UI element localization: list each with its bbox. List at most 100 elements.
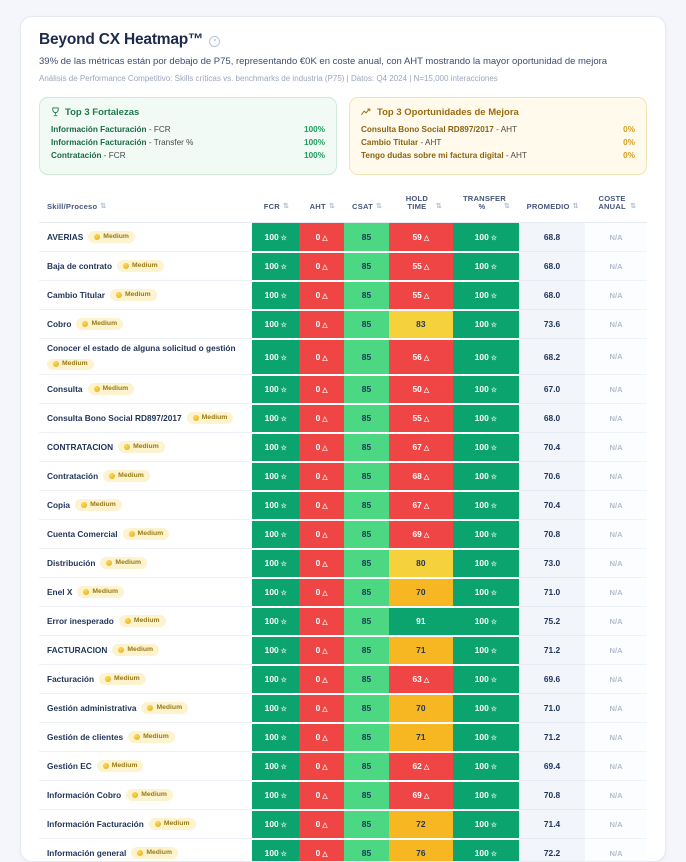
hold-time-cell[interactable]: 70 (388, 693, 453, 724)
csat-cell[interactable]: 85 (344, 722, 389, 753)
hold-time-cell[interactable]: 55 △ (388, 403, 453, 434)
hold-time-cell[interactable]: 71 (388, 635, 453, 666)
aht-cell[interactable]: 0 △ (299, 251, 345, 282)
sort-icon[interactable]: ⇅ (100, 203, 106, 211)
hold-time-cell[interactable]: 69 △ (388, 519, 453, 550)
fcr-cell[interactable]: 100 ☆ (252, 222, 300, 253)
fcr-cell[interactable]: 100 ☆ (252, 809, 300, 840)
csat-cell[interactable]: 85 (344, 490, 389, 521)
transfer-cell[interactable]: 100 ☆ (452, 780, 519, 811)
aht-cell[interactable]: 0 △ (299, 606, 345, 637)
fcr-cell[interactable]: 100 ☆ (252, 664, 300, 695)
skill-cell[interactable]: Error inesperado Medium (39, 606, 253, 637)
aht-cell[interactable]: 0 △ (299, 809, 345, 840)
skill-cell[interactable]: Gestión EC Medium (39, 751, 253, 782)
table-row[interactable]: Baja de contrato Medium 100 ☆ 0 △ 85 55 △ 100 ☆ 68.… (39, 251, 647, 282)
skill-cell[interactable]: Distribución Medium (39, 548, 253, 579)
hold-time-cell[interactable]: 91 (388, 606, 453, 637)
transfer-cell[interactable]: 100 ☆ (452, 461, 519, 492)
hold-time-cell[interactable]: 56 △ (388, 338, 453, 376)
fcr-cell[interactable]: 100 ☆ (252, 374, 300, 405)
csat-cell[interactable]: 85 (344, 751, 389, 782)
sort-icon[interactable]: ⇅ (435, 203, 442, 211)
table-row[interactable]: Cambio Titular Medium 100 ☆ 0 △ 85 55 △ 100 ☆ 68.0 N… (39, 280, 647, 311)
table-row[interactable]: Copia Medium 100 ☆ 0 △ 85 67 △ 100 ☆ 70.4 N/A (39, 490, 647, 521)
column-header-skill[interactable]: Skill/Proceso ⇅ (39, 188, 253, 224)
fcr-cell[interactable]: 100 ☆ (252, 751, 300, 782)
csat-cell[interactable]: 85 (344, 251, 389, 282)
aht-cell[interactable]: 0 △ (299, 374, 345, 405)
transfer-cell[interactable]: 100 ☆ (452, 809, 519, 840)
skill-cell[interactable]: Consulta Medium (39, 374, 253, 405)
fcr-cell[interactable]: 100 ☆ (252, 838, 300, 861)
column-header-transfer[interactable]: TRANSFER % ⇅ (452, 188, 519, 224)
csat-cell[interactable]: 85 (344, 838, 389, 861)
csat-cell[interactable]: 85 (344, 664, 389, 695)
hold-time-cell[interactable]: 50 △ (388, 374, 453, 405)
aht-cell[interactable]: 0 △ (299, 635, 345, 666)
hold-time-cell[interactable]: 63 △ (388, 664, 453, 695)
csat-cell[interactable]: 85 (344, 222, 389, 253)
skill-cell[interactable]: Copia Medium (39, 490, 253, 521)
skill-cell[interactable]: Información general Medium (39, 838, 253, 861)
table-row[interactable]: Error inesperado Medium 100 ☆ 0 △ 85 91 100 ☆ 75.2… (39, 606, 647, 637)
transfer-cell[interactable]: 100 ☆ (452, 664, 519, 695)
fcr-cell[interactable]: 100 ☆ (252, 338, 300, 376)
hold-time-cell[interactable]: 71 (388, 722, 453, 753)
fcr-cell[interactable]: 100 ☆ (252, 309, 300, 340)
transfer-cell[interactable]: 100 ☆ (452, 490, 519, 521)
fcr-cell[interactable]: 100 ☆ (252, 403, 300, 434)
aht-cell[interactable]: 0 △ (299, 751, 345, 782)
aht-cell[interactable]: 0 △ (299, 838, 345, 861)
fcr-cell[interactable]: 100 ☆ (252, 461, 300, 492)
transfer-cell[interactable]: 100 ☆ (452, 635, 519, 666)
transfer-cell[interactable]: 100 ☆ (452, 838, 519, 861)
hold-time-cell[interactable]: 67 △ (388, 490, 453, 521)
fcr-cell[interactable]: 100 ☆ (252, 722, 300, 753)
fcr-cell[interactable]: 100 ☆ (252, 519, 300, 550)
hold-time-cell[interactable]: 59 △ (388, 222, 453, 253)
aht-cell[interactable]: 0 △ (299, 432, 345, 463)
fcr-cell[interactable]: 100 ☆ (252, 490, 300, 521)
skill-cell[interactable]: FACTURACION Medium (39, 635, 253, 666)
csat-cell[interactable]: 85 (344, 461, 389, 492)
aht-cell[interactable]: 0 △ (299, 490, 345, 521)
hold-time-cell[interactable]: 67 △ (388, 432, 453, 463)
skill-cell[interactable]: Consulta Bono Social RD897/2017 Medium (39, 403, 253, 434)
aht-cell[interactable]: 0 △ (299, 519, 345, 550)
column-header-coste-anual[interactable]: COSTE ANUAL ⇅ (585, 188, 647, 224)
skill-cell[interactable]: Cambio Titular Medium (39, 280, 253, 311)
sort-icon[interactable]: ⇅ (503, 203, 510, 211)
transfer-cell[interactable]: 100 ☆ (452, 309, 519, 340)
aht-cell[interactable]: 0 △ (299, 222, 345, 253)
csat-cell[interactable]: 85 (344, 519, 389, 550)
aht-cell[interactable]: 0 △ (299, 403, 345, 434)
aht-cell[interactable]: 0 △ (299, 693, 345, 724)
column-header-csat[interactable]: CSAT ⇅ (344, 188, 389, 224)
column-header-fcr[interactable]: FCR ⇅ (252, 188, 300, 224)
aht-cell[interactable]: 0 △ (299, 722, 345, 753)
skill-cell[interactable]: CONTRATACION Medium (39, 432, 253, 463)
csat-cell[interactable]: 85 (344, 577, 389, 608)
aht-cell[interactable]: 0 △ (299, 309, 345, 340)
transfer-cell[interactable]: 100 ☆ (452, 751, 519, 782)
fcr-cell[interactable]: 100 ☆ (252, 251, 300, 282)
fcr-cell[interactable]: 100 ☆ (252, 577, 300, 608)
csat-cell[interactable]: 85 (344, 780, 389, 811)
fcr-cell[interactable]: 100 ☆ (252, 606, 300, 637)
transfer-cell[interactable]: 100 ☆ (452, 693, 519, 724)
table-row[interactable]: Facturación Medium 100 ☆ 0 △ 85 63 △ 100 ☆ 69.6 N/A (39, 664, 647, 695)
csat-cell[interactable]: 85 (344, 338, 389, 376)
table-row[interactable]: Cobro Medium 100 ☆ 0 △ 85 83 100 ☆ 73.6 N/A (39, 309, 647, 340)
csat-cell[interactable]: 85 (344, 693, 389, 724)
table-row[interactable]: Gestión administrativa Medium 100 ☆ 0 △ 85 70 10… (39, 693, 647, 724)
skill-cell[interactable]: Cuenta Comercial Medium (39, 519, 253, 550)
table-row[interactable]: Cuenta Comercial Medium 100 ☆ 0 △ 85 69 △ 100 ☆ 70.… (39, 519, 647, 550)
table-row[interactable]: Consulta Bono Social RD897/2017 Medium 100… (39, 403, 647, 434)
hold-time-cell[interactable]: 70 (388, 577, 453, 608)
table-row[interactable]: Información Facturación Medium 100 ☆ 0 △ 85 72 1… (39, 809, 647, 840)
aht-cell[interactable]: 0 △ (299, 664, 345, 695)
transfer-cell[interactable]: 100 ☆ (452, 374, 519, 405)
column-header-promedio[interactable]: PROMEDIO ⇅ (518, 188, 586, 224)
aht-cell[interactable]: 0 △ (299, 548, 345, 579)
